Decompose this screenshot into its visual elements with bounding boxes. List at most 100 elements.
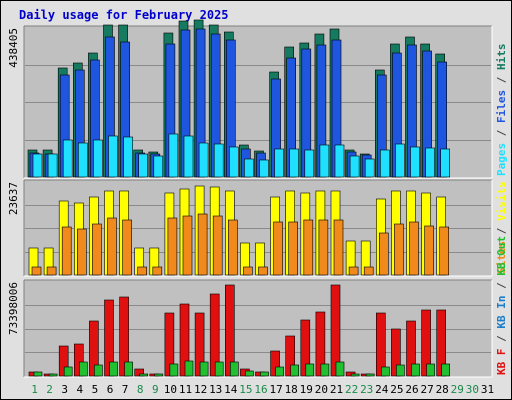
bar-pages [93, 139, 103, 178]
day-label: 5 [92, 383, 99, 396]
bar-kbout [305, 363, 315, 377]
bar-pages [410, 146, 420, 178]
bar-pages [183, 135, 194, 178]
bar-kbf [375, 312, 386, 377]
bar-kbout [48, 373, 58, 377]
bar-kbout [320, 363, 330, 377]
bar-kbf [436, 309, 447, 377]
day-label: 11 [179, 383, 192, 396]
chart-title: Daily usage for February 2025 [19, 8, 229, 22]
y-max-label: 438405 [7, 28, 20, 68]
bar-pages [198, 142, 209, 178]
bar-sites [288, 221, 299, 276]
bar-kbout [109, 361, 118, 377]
bar-pages [244, 158, 254, 178]
panel-kbytes: 73398006 KB F / KB In / KB Out [7, 236, 508, 378]
day-label: 24 [375, 383, 389, 396]
bar-sites [378, 232, 389, 276]
bar-kbout [245, 370, 254, 377]
bar-kbout [154, 373, 164, 377]
bar-kbf [194, 312, 205, 377]
bar-kbout [350, 373, 360, 377]
bar-pages [304, 149, 315, 178]
bar-pages [153, 155, 164, 178]
bar-kbf [315, 311, 326, 377]
panel-visits-sites: 23637 Sites / Visits [7, 179, 508, 277]
bar-pages [395, 143, 405, 178]
day-label: 8 [137, 383, 144, 396]
bar-sites [363, 266, 374, 276]
bar-kbout [33, 371, 43, 377]
bar-pages [425, 147, 435, 178]
day-label: 3 [61, 383, 68, 396]
bar-sites [31, 266, 42, 276]
legend-separator: / [495, 70, 508, 90]
bar-kbf [391, 328, 401, 377]
bar-kbout [230, 361, 239, 377]
bar-kbout [290, 364, 300, 377]
bar-pages [213, 143, 224, 178]
y-max-label: 73398006 [7, 282, 20, 335]
legend-separator: / [495, 329, 508, 349]
bar-sites [394, 223, 404, 276]
bar-pages [379, 149, 390, 178]
bar-kbf [58, 345, 69, 377]
bar-kbf [209, 293, 220, 377]
day-label: 21 [330, 383, 343, 396]
day-label: 26 [405, 383, 418, 396]
day-label: 9 [152, 383, 159, 396]
bar-kbout [199, 361, 209, 377]
bar-pages [32, 153, 43, 178]
legend-separator: / [495, 276, 508, 296]
bar-kbf [270, 350, 280, 377]
legend-item-pages: Pages [495, 143, 508, 176]
bar-kbout [441, 363, 451, 377]
legend-item-kbout: KB Out [495, 236, 508, 276]
bar-sites [46, 266, 57, 276]
bar-sites [122, 219, 132, 276]
bar-kbout [124, 361, 133, 377]
bar-pages [78, 142, 88, 178]
bar-kbout [260, 371, 269, 377]
day-label: 4 [76, 383, 83, 396]
bar-pages [289, 148, 300, 178]
bar-sites [167, 217, 178, 276]
bar-kbout [79, 361, 88, 377]
bar-sites [424, 225, 434, 276]
day-label: 28 [436, 383, 449, 396]
bar-kbout [335, 361, 345, 377]
legend-item-visits: Visits [495, 181, 508, 221]
bar-kbf [300, 319, 311, 377]
bar-sites [182, 215, 193, 276]
day-label: 22 [345, 383, 358, 396]
day-label: 29 [451, 383, 464, 396]
bar-pages [440, 148, 451, 178]
legend-item-sites: Sites [495, 241, 508, 274]
bar-pages [364, 158, 375, 178]
day-label: 18 [285, 383, 298, 396]
bar-pages [334, 144, 345, 178]
bar-sites [61, 226, 72, 276]
bar-pages [168, 133, 179, 178]
bar-kbout [411, 363, 420, 377]
bar-kbout [365, 373, 375, 377]
bar-pages [138, 153, 148, 178]
bar-kbf [225, 284, 235, 377]
bar-pages [319, 144, 330, 178]
bar-kbout [184, 360, 194, 377]
day-label: 13 [209, 383, 222, 396]
day-label: 25 [390, 383, 403, 396]
legend-item-hits: Hits [495, 44, 508, 71]
bar-pages [62, 139, 73, 178]
bar-sites [197, 213, 208, 276]
y-max-label: 23637 [7, 182, 20, 215]
bar-sites [107, 217, 117, 276]
day-label: 6 [107, 383, 114, 396]
legend-item-kbf: KB F [495, 349, 508, 376]
bar-pages [229, 146, 239, 178]
bar-pages [274, 148, 284, 178]
bar-pages [47, 153, 58, 178]
bar-sites [137, 266, 147, 276]
day-label: 16 [254, 383, 267, 396]
bar-kbout [169, 363, 179, 377]
